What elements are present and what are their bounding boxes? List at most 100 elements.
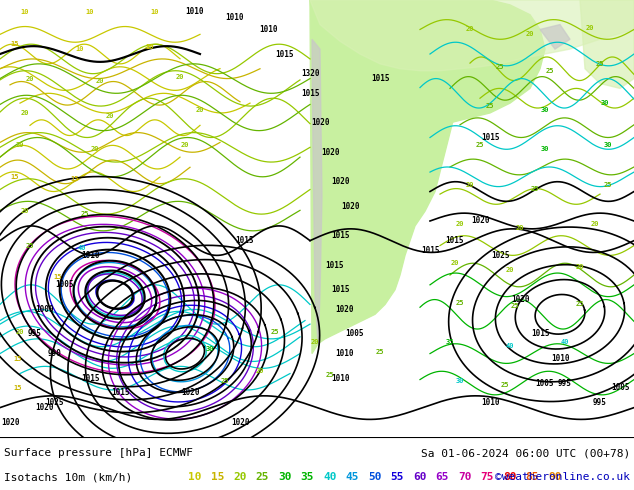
Text: 25: 25: [546, 68, 554, 74]
Text: 20: 20: [256, 368, 264, 374]
Text: Isotachs 10m (km/h): Isotachs 10m (km/h): [4, 472, 133, 482]
Text: 25: 25: [486, 103, 495, 109]
Text: 25: 25: [604, 182, 612, 188]
Text: 30: 30: [541, 107, 549, 113]
Text: 1020: 1020: [336, 305, 354, 314]
Text: 25: 25: [26, 243, 34, 248]
Text: 1005: 1005: [56, 280, 74, 289]
Text: 20: 20: [26, 75, 34, 81]
Text: 25: 25: [271, 329, 279, 335]
Text: 1015: 1015: [331, 231, 349, 240]
Text: 70: 70: [458, 472, 472, 482]
Text: 1020: 1020: [471, 217, 489, 225]
Text: 10: 10: [86, 9, 94, 15]
Text: 1010: 1010: [481, 398, 499, 407]
Text: 1010: 1010: [186, 7, 204, 16]
Text: 1020: 1020: [231, 418, 249, 427]
Text: 25: 25: [576, 301, 585, 308]
Text: 20: 20: [466, 26, 474, 32]
Text: 40: 40: [323, 472, 337, 482]
Text: 1320: 1320: [301, 69, 320, 78]
Text: 40: 40: [506, 343, 514, 349]
Text: 30: 30: [456, 378, 464, 384]
Text: 995: 995: [558, 379, 572, 388]
Polygon shape: [580, 0, 634, 88]
Text: 1015: 1015: [481, 133, 499, 142]
Text: 1010: 1010: [331, 374, 349, 383]
Text: 35: 35: [446, 339, 454, 345]
Text: 45: 45: [346, 472, 359, 482]
Text: 55: 55: [391, 472, 404, 482]
Text: 10: 10: [75, 46, 84, 52]
Text: 1000: 1000: [36, 305, 55, 314]
Text: 1020: 1020: [511, 295, 529, 304]
Text: 40: 40: [560, 339, 569, 345]
Text: 1010: 1010: [226, 13, 244, 22]
Text: 20: 20: [16, 143, 24, 148]
Text: 1010: 1010: [336, 349, 354, 358]
Text: 30: 30: [541, 147, 549, 152]
Text: 90: 90: [548, 472, 562, 482]
Text: 25: 25: [376, 348, 384, 355]
Text: 25: 25: [511, 303, 519, 310]
Text: 15: 15: [11, 41, 19, 47]
Polygon shape: [310, 0, 634, 71]
Text: 1015: 1015: [446, 236, 464, 245]
Text: 1020: 1020: [36, 403, 55, 412]
Text: 1020: 1020: [321, 148, 339, 157]
Text: 20: 20: [16, 329, 24, 335]
Text: 10: 10: [146, 44, 154, 50]
Text: 1010: 1010: [551, 354, 569, 363]
Text: 995: 995: [593, 398, 607, 407]
Text: 20: 20: [311, 339, 320, 345]
Text: 1005: 1005: [536, 379, 554, 388]
Text: 30: 30: [604, 143, 612, 148]
Text: 1010: 1010: [81, 251, 100, 260]
Text: 20: 20: [515, 225, 524, 231]
Text: 15: 15: [14, 356, 22, 362]
Text: 1020: 1020: [331, 177, 349, 186]
Text: 1005: 1005: [346, 329, 365, 339]
Text: 1015: 1015: [81, 374, 100, 383]
Text: 20: 20: [526, 31, 534, 37]
Text: 25: 25: [256, 472, 269, 482]
Text: 25: 25: [326, 372, 334, 378]
Text: 25: 25: [531, 186, 540, 192]
Text: 10: 10: [151, 9, 159, 15]
Text: 25: 25: [501, 382, 509, 388]
Polygon shape: [310, 0, 545, 130]
Text: 20: 20: [176, 74, 184, 79]
Text: ©weatheronline.co.uk: ©weatheronline.co.uk: [495, 472, 630, 482]
Text: 1015: 1015: [276, 49, 294, 58]
Text: 15: 15: [210, 472, 224, 482]
Text: 25: 25: [221, 378, 230, 384]
Text: 995: 995: [28, 329, 42, 339]
Text: 990: 990: [48, 349, 62, 358]
Text: 20: 20: [196, 107, 204, 113]
Text: 1015: 1015: [331, 285, 349, 294]
Text: 1020: 1020: [311, 118, 329, 127]
Text: 20: 20: [576, 264, 585, 270]
Text: 20: 20: [96, 77, 104, 83]
Text: Sa 01-06-2024 06:00 UTC (00+78): Sa 01-06-2024 06:00 UTC (00+78): [421, 448, 630, 458]
Text: 1015: 1015: [301, 89, 320, 98]
Text: 20: 20: [506, 267, 514, 273]
Text: 30: 30: [278, 472, 292, 482]
Text: 15: 15: [71, 176, 79, 182]
Text: 20: 20: [233, 472, 247, 482]
Text: 40: 40: [78, 245, 86, 250]
Text: 1015: 1015: [326, 261, 344, 270]
Polygon shape: [310, 0, 460, 354]
Text: 20: 20: [106, 113, 114, 119]
Text: 85: 85: [526, 472, 539, 482]
Text: 75: 75: [481, 472, 494, 482]
Text: 20: 20: [21, 208, 29, 214]
Text: 1015: 1015: [236, 236, 254, 245]
Text: 25: 25: [596, 61, 604, 67]
Text: 1015: 1015: [531, 329, 549, 339]
Text: 50: 50: [368, 472, 382, 482]
Text: 35: 35: [301, 472, 314, 482]
Text: 10: 10: [188, 472, 202, 482]
Text: 80: 80: [503, 472, 517, 482]
Text: 1020: 1020: [340, 202, 359, 211]
